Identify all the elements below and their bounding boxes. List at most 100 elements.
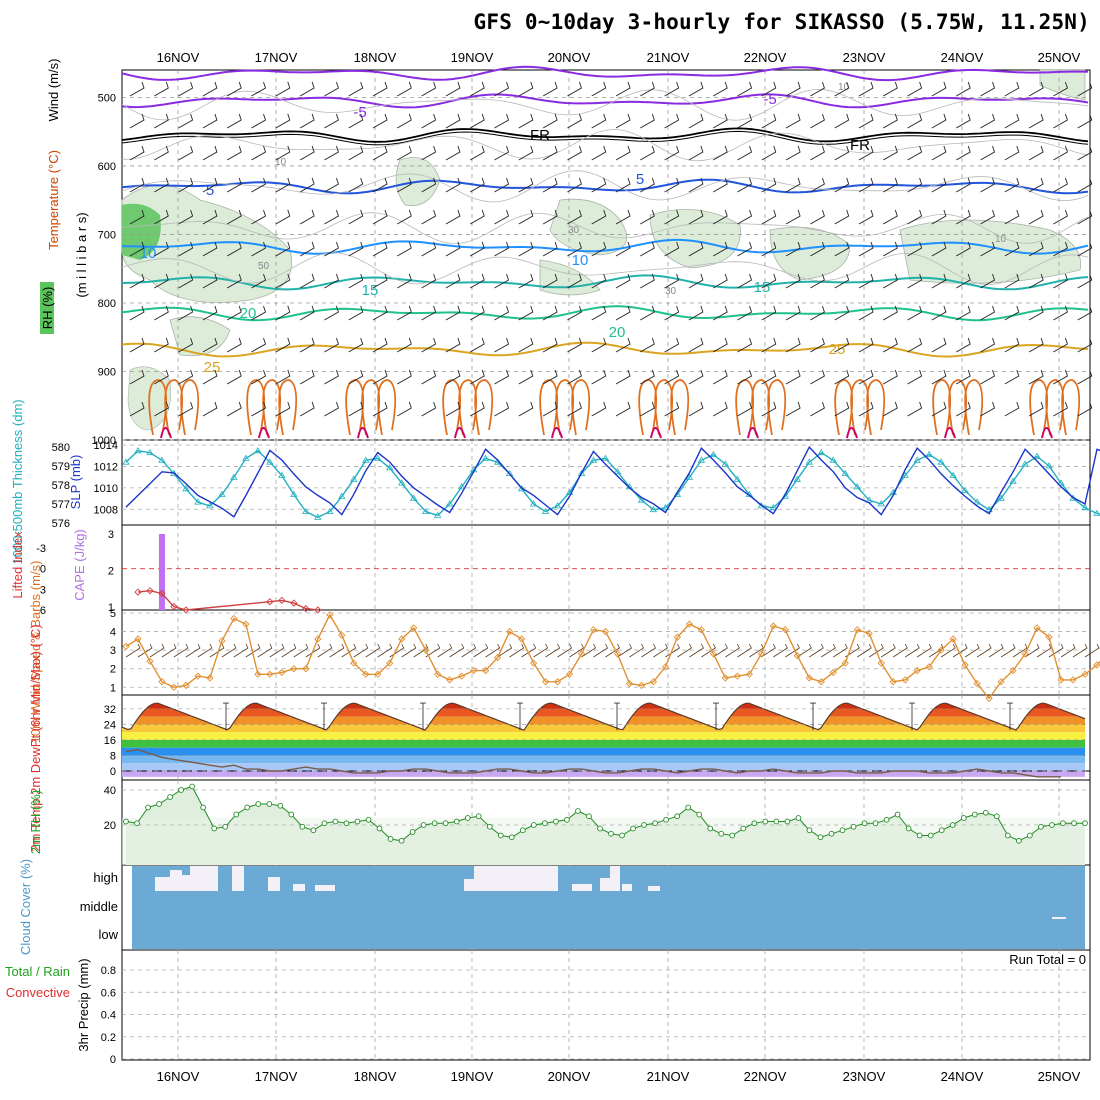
wind-barb (202, 241, 218, 257)
wind-barb (372, 241, 388, 257)
pressure-tick-label: 1000 (92, 435, 116, 447)
wind-barb (980, 81, 996, 97)
wind-barb (834, 81, 850, 97)
wind-speed-point (290, 665, 298, 673)
wind-barb (178, 401, 194, 417)
wind-barb (858, 177, 874, 193)
pressure-tick-label: 500 (98, 92, 116, 104)
lifted-index-point (158, 589, 166, 598)
wind-speed-point (529, 659, 538, 667)
wind-barb (761, 337, 777, 353)
contour-label: 20 (609, 324, 626, 341)
wind-barb (737, 369, 753, 385)
wind-barb (154, 369, 169, 385)
wind-barb (421, 209, 437, 225)
rh-point (123, 818, 129, 825)
wind-speed-point (338, 631, 346, 639)
wind-barb (931, 113, 947, 129)
thickness-point (242, 454, 250, 461)
surface-wind-barb (413, 643, 429, 658)
wind-barb (640, 401, 655, 417)
wind-barb (591, 305, 607, 321)
wind-barb (567, 273, 582, 289)
wind-speed-point (1093, 661, 1100, 669)
wind-speed-axis-label: 10m Wind Speed & Barbs (m/s) (28, 561, 43, 744)
wind-barb (372, 81, 388, 97)
chart-title: GFS 0~10day 3-hourly for SIKASSO (5.75W,… (473, 10, 1090, 34)
wind-barb (615, 401, 631, 417)
wind-barb (324, 305, 339, 321)
rh-point (894, 811, 901, 818)
wind-barb (129, 401, 145, 417)
wind-barb (251, 305, 267, 321)
wind-barb (129, 337, 145, 353)
temperature-contour-35 (454, 427, 466, 439)
li-tick-label: 3 (40, 584, 46, 596)
wind-barb (907, 241, 923, 257)
precip-tick-label: 0 (110, 1054, 116, 1066)
thickness-point (409, 494, 418, 501)
wind-barb (445, 273, 461, 289)
wind-barb (542, 145, 558, 161)
cloud-clear-block (610, 866, 620, 891)
contour-label: 10 (572, 252, 589, 269)
surface-wind-barb (461, 643, 477, 658)
wind-barb (712, 145, 728, 161)
wind-speed-point (997, 678, 1005, 686)
thickness-point (158, 456, 166, 463)
rh-point (332, 818, 339, 825)
wind-barb (542, 209, 558, 225)
wind-barb (664, 273, 680, 289)
precip-tick-label: 0.6 (101, 987, 116, 999)
rh-point (1004, 832, 1011, 839)
rh-point (696, 811, 703, 818)
wind-barb (275, 177, 291, 193)
cloud-clear-block (268, 877, 280, 891)
wind-barb (810, 177, 825, 193)
wind-barb (518, 241, 534, 257)
wind-barb (348, 369, 364, 385)
wind-barb (883, 145, 898, 161)
wind-barb (834, 209, 850, 225)
wind-speed-point (709, 650, 718, 658)
date-label-bottom: 20NOV (548, 1069, 591, 1084)
cape-li-frame (121, 524, 1091, 611)
contour-label: 20 (240, 305, 257, 322)
rh-point (806, 827, 813, 834)
wind-barb (883, 209, 898, 225)
surface-wind-barb (737, 643, 752, 658)
dewpoint-line (125, 748, 1061, 778)
temperature-contour-30 (442, 379, 462, 436)
temperature-contour-30 (638, 379, 658, 436)
surface-wind-barb (185, 643, 201, 658)
rh-point (553, 818, 559, 825)
surface-wind-barb (437, 643, 453, 658)
wind-barb (712, 369, 728, 385)
wind-barb (469, 305, 485, 321)
rh-point (211, 825, 218, 832)
cloud-clear-block (600, 878, 610, 891)
temperature-contour-30 (735, 379, 755, 436)
surface-wind-barb (557, 643, 573, 658)
wind-barb (542, 369, 558, 385)
thickness-point (637, 496, 646, 503)
rh-contour-label: 10 (995, 234, 1007, 245)
wind-barb (251, 113, 267, 129)
wind-barb (1053, 305, 1068, 321)
wind-barb (640, 145, 655, 161)
surface-wind-barb (773, 643, 788, 658)
wind-speed-point (817, 678, 825, 686)
wind-barb (494, 113, 510, 129)
surface-wind-barb (497, 643, 513, 658)
rh-contour-line (121, 212, 1089, 244)
thickness-point (697, 456, 706, 463)
wind-barb (688, 369, 704, 385)
wind-barb (226, 113, 242, 129)
wind-barb (567, 337, 582, 353)
surface-wind-barb (173, 643, 189, 658)
rh-point (1016, 837, 1022, 844)
wind-speed-point (481, 666, 490, 675)
rh-point (255, 801, 262, 807)
wind-barb (226, 145, 242, 161)
temperature-contour-5 (121, 178, 1089, 195)
